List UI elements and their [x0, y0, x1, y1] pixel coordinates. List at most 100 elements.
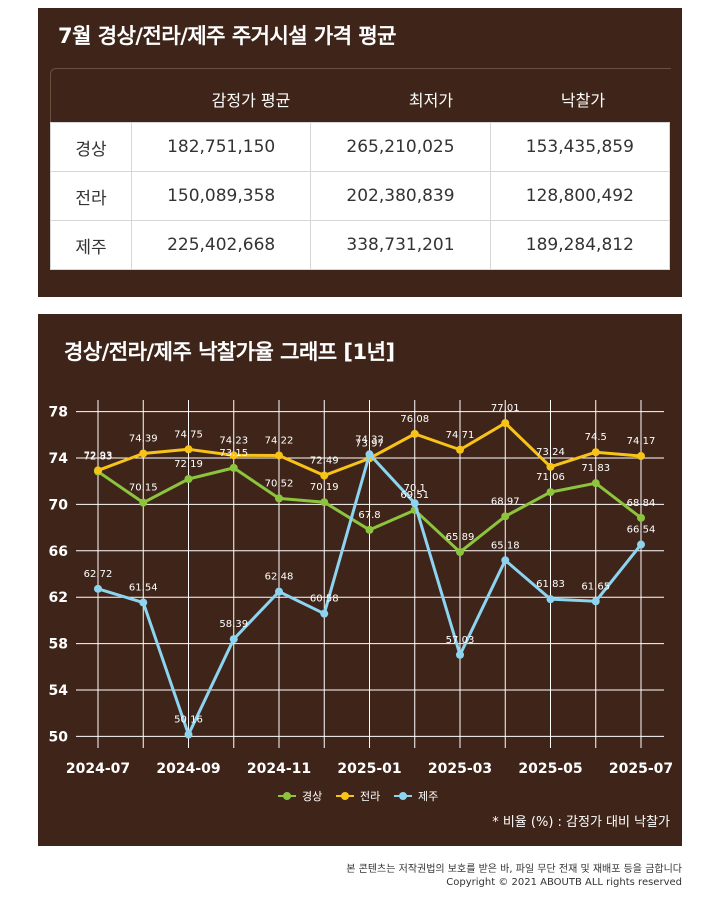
- data-point: [546, 462, 555, 471]
- data-point: [591, 479, 600, 488]
- y-tick-label: 50: [49, 729, 69, 745]
- data-label: 74.22: [265, 435, 294, 446]
- table-row: 제주 225,402,668 338,731,201 189,284,812: [50, 220, 671, 270]
- price-table: 경상 182,751,150 265,210,025 153,435,859 전…: [50, 122, 671, 270]
- data-point: [456, 650, 464, 659]
- data-label: 73.15: [219, 448, 248, 459]
- copyright-notice: 본 콘텐츠는 저작권법의 보호를 받은 바, 파일 무단 전재 및 재배포 등을…: [346, 864, 682, 875]
- legend-marker: [283, 792, 291, 800]
- data-label: 73.24: [536, 447, 565, 458]
- legend-label: 전라: [360, 790, 380, 803]
- data-label: 70.52: [265, 478, 294, 489]
- data-label: 72.83: [84, 452, 113, 463]
- data-point: [320, 471, 329, 480]
- data-label: 70.1: [404, 483, 426, 494]
- cell-winning-bid: 189,284,812: [489, 220, 671, 270]
- cell-appraisal-avg: 182,751,150: [130, 122, 312, 172]
- x-tick-label: 2024-11: [247, 761, 311, 777]
- data-label: 65.18: [491, 540, 520, 551]
- data-label: 74.39: [129, 433, 158, 444]
- data-point: [637, 452, 645, 461]
- y-tick-label: 62: [49, 590, 68, 606]
- x-tick-label: 2024-09: [156, 761, 220, 777]
- legend-marker: [341, 792, 349, 800]
- data-label: 58.39: [219, 619, 248, 630]
- row-region: 전라: [50, 171, 132, 221]
- data-label: 68.84: [627, 498, 656, 509]
- data-point: [139, 598, 148, 607]
- data-label: 72.49: [310, 456, 339, 467]
- table-title: 7월 경상/전라/제주 주거시설 가격 평균: [58, 24, 397, 48]
- y-tick-label: 78: [49, 405, 68, 421]
- line-chart: 50 54 58 62 66 70 74 78 2024-07 2024-09 2024-11 202…: [49, 400, 673, 830]
- data-label: 74.75: [174, 429, 203, 440]
- legend-label: 제주: [418, 790, 438, 803]
- data-point: [410, 499, 419, 508]
- data-point: [410, 429, 419, 438]
- data-point: [229, 635, 238, 644]
- cell-minimum-price: 265,210,025: [310, 122, 491, 172]
- x-tick-label: 2024-07: [66, 761, 130, 777]
- x-tick-label: 2025-07: [609, 761, 673, 777]
- data-point: [320, 498, 329, 507]
- x-tick-label: 2025-05: [518, 761, 582, 777]
- data-label: 69.51: [400, 490, 429, 501]
- data-point: [139, 449, 148, 458]
- y-tick-label: 58: [49, 637, 68, 653]
- data-label: 74.23: [219, 435, 248, 446]
- data-label: 74.32: [355, 434, 384, 445]
- data-label: 50.16: [174, 715, 203, 726]
- data-label: 57.03: [446, 635, 475, 646]
- data-point: [501, 512, 510, 521]
- row-region: 경상: [50, 122, 132, 172]
- y-tick-label: 66: [49, 544, 68, 560]
- data-point: [184, 445, 193, 454]
- data-point: [184, 474, 193, 483]
- data-point: [229, 451, 238, 460]
- data-label: 74.5: [585, 432, 607, 443]
- legend-label: 경상: [302, 790, 322, 803]
- data-label: 71.06: [536, 472, 565, 483]
- cell-minimum-price: 338,731,201: [310, 220, 491, 270]
- data-point: [184, 730, 193, 739]
- data-label: 61.83: [536, 579, 565, 590]
- data-point: [501, 556, 510, 565]
- cell-appraisal-avg: 225,402,668: [130, 220, 312, 270]
- x-tick-label: 2025-01: [337, 761, 401, 777]
- data-label: 74.17: [627, 436, 656, 447]
- data-point: [456, 548, 464, 557]
- data-point: [275, 494, 283, 503]
- data-label: 71.83: [581, 463, 610, 474]
- y-tick-label: 54: [49, 683, 69, 699]
- data-label: 70.19: [310, 482, 339, 493]
- data-label: 70.15: [129, 483, 158, 494]
- data-point: [501, 419, 510, 428]
- data-point: [139, 498, 148, 507]
- data-label: 74.71: [446, 430, 475, 441]
- cell-appraisal-avg: 150,089,358: [130, 171, 312, 221]
- header-minimum-price: 최저가: [408, 91, 454, 110]
- data-label: 62.72: [84, 569, 113, 580]
- cell-winning-bid: 153,435,859: [489, 122, 671, 172]
- data-label: 62.48: [265, 572, 294, 583]
- row-region: 제주: [50, 220, 132, 270]
- data-label: 72.19: [174, 459, 203, 470]
- data-label: 68.97: [491, 496, 520, 507]
- data-point: [94, 466, 102, 475]
- data-point: [320, 609, 329, 618]
- data-label: 72.93: [84, 450, 113, 461]
- data-point: [546, 595, 555, 604]
- data-point: [546, 488, 555, 497]
- table-row: 경상 182,751,150 265,210,025 153,435,859: [50, 122, 671, 172]
- cell-winning-bid: 128,800,492: [489, 171, 671, 221]
- data-label: 61.54: [129, 583, 158, 594]
- data-point: [94, 584, 102, 593]
- chart-note: * 비율 (%) : 감정가 대비 낙찰가: [492, 815, 670, 830]
- data-point: [637, 540, 645, 549]
- data-point: [365, 450, 374, 459]
- data-label: 60.58: [310, 594, 339, 605]
- y-tick-label: 74: [49, 451, 69, 467]
- data-label: 76.08: [400, 414, 429, 425]
- data-point: [275, 451, 283, 460]
- data-point: [365, 525, 374, 534]
